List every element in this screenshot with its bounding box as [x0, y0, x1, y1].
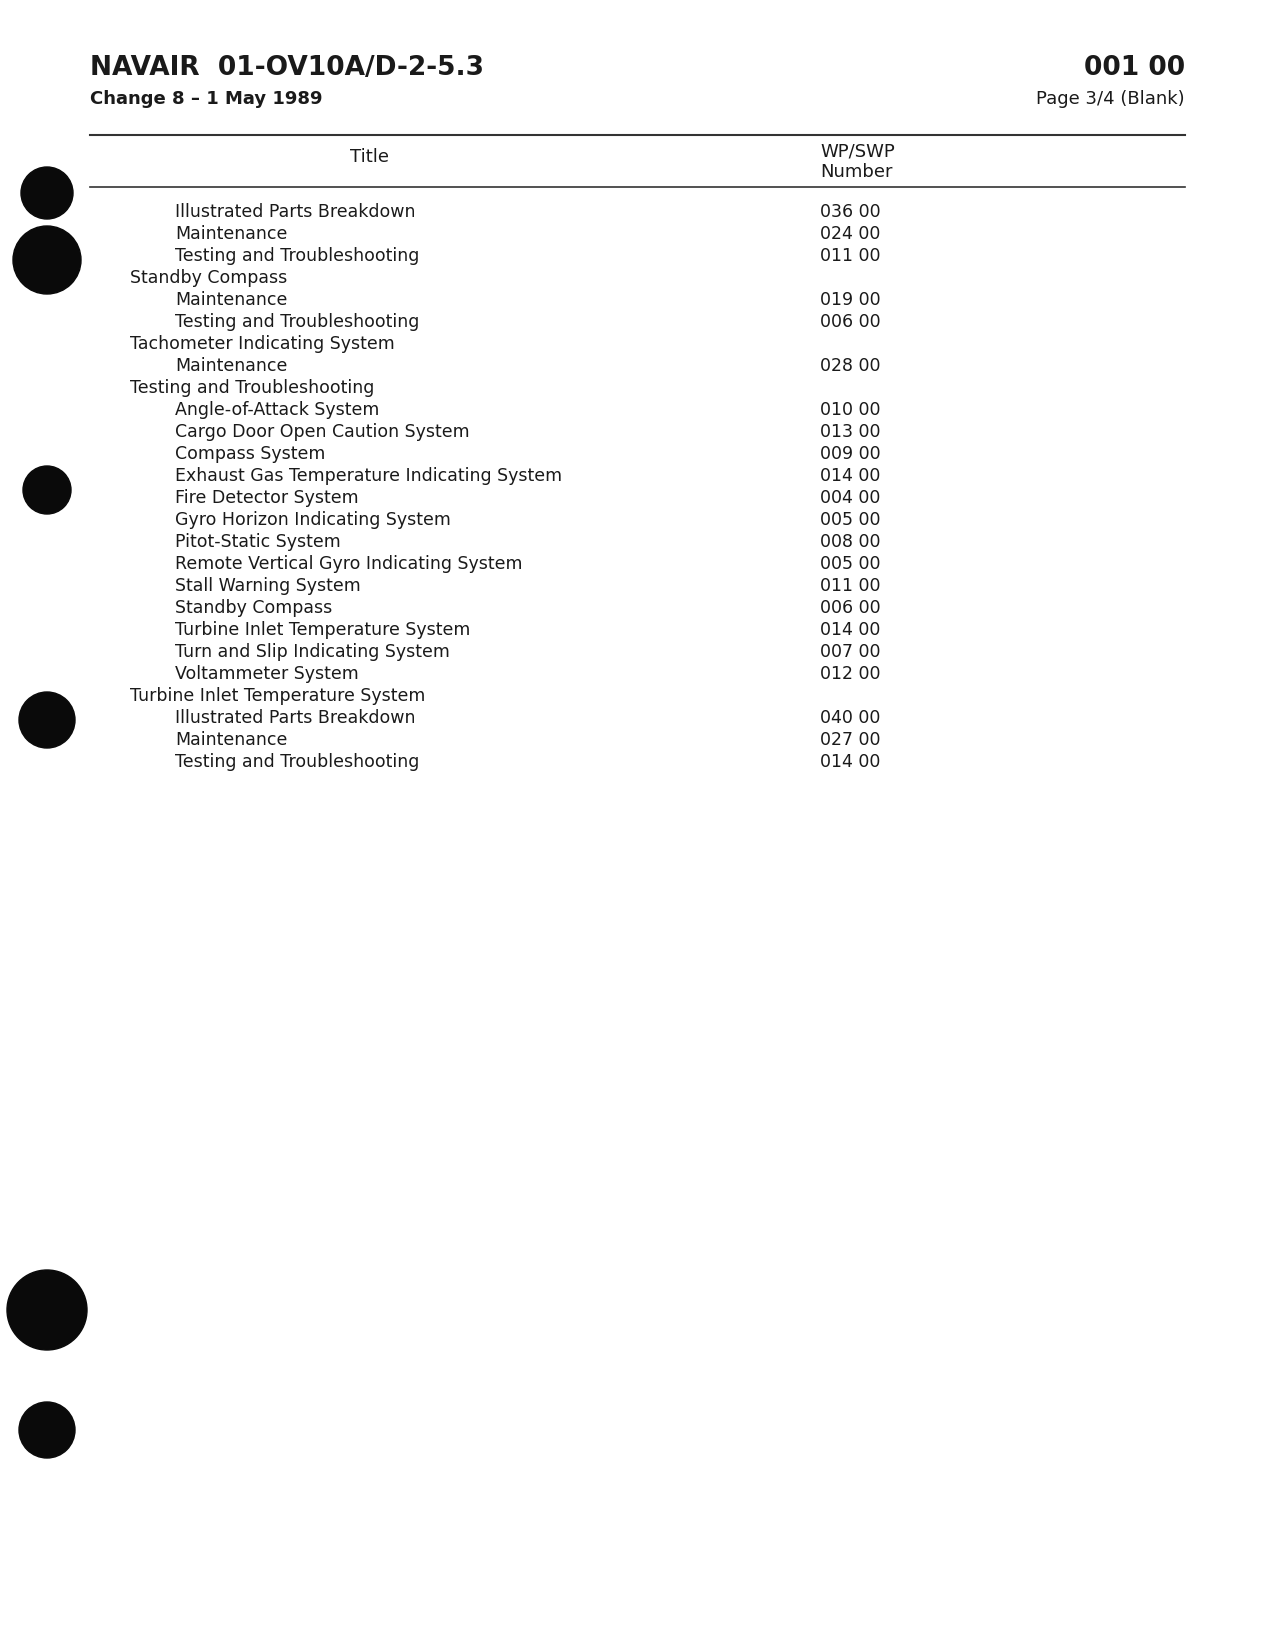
- Text: Cargo Door Open Caution System: Cargo Door Open Caution System: [175, 424, 469, 442]
- Text: 036 00: 036 00: [820, 204, 881, 222]
- Text: 005 00: 005 00: [820, 511, 881, 529]
- Text: 007 00: 007 00: [820, 644, 881, 662]
- Text: Gyro Horizon Indicating System: Gyro Horizon Indicating System: [175, 511, 451, 529]
- Text: 001 00: 001 00: [1084, 54, 1184, 80]
- Text: 014 00: 014 00: [820, 621, 880, 639]
- Text: Turbine Inlet Temperature System: Turbine Inlet Temperature System: [175, 621, 470, 639]
- Text: NAVAIR  01-OV10A/D-2-5.3: NAVAIR 01-OV10A/D-2-5.3: [91, 54, 484, 80]
- Text: 005 00: 005 00: [820, 555, 881, 573]
- Text: 024 00: 024 00: [820, 225, 880, 243]
- Text: Turn and Slip Indicating System: Turn and Slip Indicating System: [175, 644, 450, 662]
- Text: Testing and Troubleshooting: Testing and Troubleshooting: [175, 246, 419, 264]
- Text: Illustrated Parts Breakdown: Illustrated Parts Breakdown: [175, 709, 416, 727]
- Text: 009 00: 009 00: [820, 445, 881, 463]
- Text: Page 3/4 (Blank): Page 3/4 (Blank): [1037, 90, 1184, 108]
- Text: 027 00: 027 00: [820, 731, 881, 749]
- Text: Testing and Troubleshooting: Testing and Troubleshooting: [130, 379, 375, 397]
- Circle shape: [6, 1269, 87, 1350]
- Text: Tachometer Indicating System: Tachometer Indicating System: [130, 335, 395, 353]
- Text: Stall Warning System: Stall Warning System: [175, 576, 361, 594]
- Text: Change 8 – 1 May 1989: Change 8 – 1 May 1989: [91, 90, 323, 108]
- Text: 010 00: 010 00: [820, 401, 881, 419]
- Text: Pitot-Static System: Pitot-Static System: [175, 534, 340, 552]
- Text: Testing and Troubleshooting: Testing and Troubleshooting: [175, 754, 419, 772]
- Text: Angle-of-Attack System: Angle-of-Attack System: [175, 401, 380, 419]
- Text: 040 00: 040 00: [820, 709, 880, 727]
- Text: WP/SWP: WP/SWP: [820, 143, 895, 161]
- Text: Maintenance: Maintenance: [175, 225, 287, 243]
- Text: Voltammeter System: Voltammeter System: [175, 665, 358, 683]
- Text: Illustrated Parts Breakdown: Illustrated Parts Breakdown: [175, 204, 416, 222]
- Text: 006 00: 006 00: [820, 314, 881, 332]
- Text: 014 00: 014 00: [820, 754, 880, 772]
- Text: Maintenance: Maintenance: [175, 356, 287, 374]
- Circle shape: [23, 466, 71, 514]
- Text: Maintenance: Maintenance: [175, 291, 287, 309]
- Text: Compass System: Compass System: [175, 445, 325, 463]
- Text: Turbine Inlet Temperature System: Turbine Inlet Temperature System: [130, 686, 426, 704]
- Text: Remote Vertical Gyro Indicating System: Remote Vertical Gyro Indicating System: [175, 555, 523, 573]
- Text: Standby Compass: Standby Compass: [175, 599, 333, 617]
- Text: Number: Number: [820, 163, 892, 181]
- Text: 019 00: 019 00: [820, 291, 881, 309]
- Text: 008 00: 008 00: [820, 534, 881, 552]
- Text: Maintenance: Maintenance: [175, 731, 287, 749]
- Circle shape: [19, 1402, 75, 1458]
- Text: 011 00: 011 00: [820, 576, 881, 594]
- Text: 004 00: 004 00: [820, 489, 880, 507]
- Circle shape: [20, 167, 73, 218]
- Text: 028 00: 028 00: [820, 356, 881, 374]
- Text: Title: Title: [351, 148, 389, 166]
- Text: 012 00: 012 00: [820, 665, 881, 683]
- Text: 006 00: 006 00: [820, 599, 881, 617]
- Text: Standby Compass: Standby Compass: [130, 269, 287, 287]
- Circle shape: [13, 227, 82, 294]
- Text: Fire Detector System: Fire Detector System: [175, 489, 358, 507]
- Text: 013 00: 013 00: [820, 424, 881, 442]
- Text: 014 00: 014 00: [820, 466, 880, 484]
- Text: Testing and Troubleshooting: Testing and Troubleshooting: [175, 314, 419, 332]
- Text: Exhaust Gas Temperature Indicating System: Exhaust Gas Temperature Indicating Syste…: [175, 466, 562, 484]
- Circle shape: [19, 691, 75, 749]
- Text: 011 00: 011 00: [820, 246, 881, 264]
